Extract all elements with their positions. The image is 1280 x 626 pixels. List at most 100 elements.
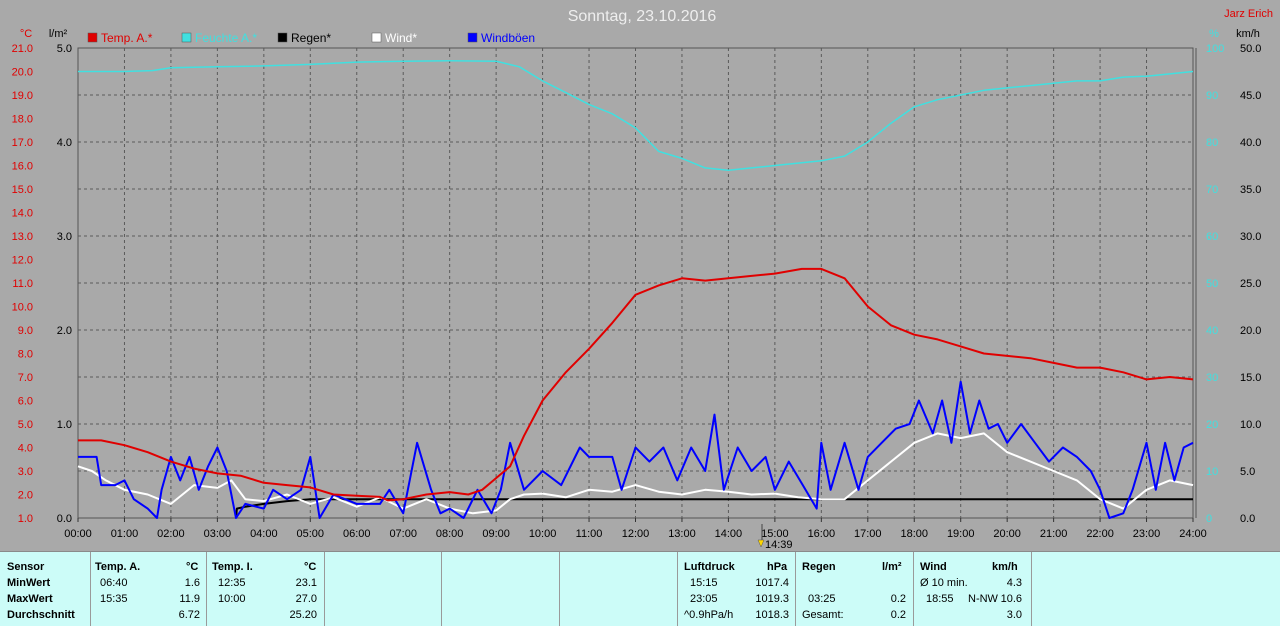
x-tick-label: 00:00 [64,528,92,540]
pressure-tick-label: 100 [1206,43,1224,55]
pressure-unit: hPa [767,561,788,573]
wind-tick-label: 20.0 [1240,325,1261,337]
row-maxwert: MaxWert [7,593,53,605]
pressure-axis-unit: % [1209,28,1219,40]
temp-i-min-time: 12:35 [218,577,246,589]
x-tick-label: 19:00 [947,528,975,540]
rain-total-label: Gesamt: [802,609,844,621]
temp-tick-label: 16.0 [12,161,33,173]
temp-a-avg: 6.72 [178,609,200,621]
temp-tick-label: 6.0 [18,396,33,408]
pressure-trend: ^0.9hPa/h [684,609,734,621]
wind-row3-val: 3.0 [1006,609,1022,621]
pressure-tick-label: 50 [1206,278,1218,290]
temp-a-header: Temp. A. [95,561,141,573]
x-tick-label: 21:00 [1040,528,1068,540]
temp-a-min-val: 1.6 [184,577,200,589]
pressure-min-val: 1017.4 [755,577,789,589]
x-tick-label: 24:00 [1179,528,1207,540]
pressure-min-time: 15:15 [690,577,718,589]
pressure-tick-label: 0 [1206,513,1212,525]
x-tick-label: 20:00 [993,528,1021,540]
legend-label: Windböen [481,31,535,45]
temp-a-min-time: 06:40 [100,577,128,589]
wind-max-val: 10.6 [1000,593,1022,605]
pressure-tick-label: 90 [1206,90,1218,102]
x-tick-label: 09:00 [482,528,510,540]
wind-tick-label: 50.0 [1240,43,1261,55]
temp-tick-label: 20.0 [12,67,33,79]
x-tick-label: 17:00 [854,528,882,540]
temp-tick-label: 17.0 [12,137,33,149]
temp-tick-label: 9.0 [18,325,33,337]
legend-swatch [371,32,382,43]
x-tick-label: 22:00 [1086,528,1114,540]
pressure-tick-label: 80 [1206,137,1218,149]
rain-tick-label: 4.0 [57,137,72,149]
chart-grid [77,47,1194,519]
legend-item: Regen* [277,31,331,45]
pressure-tick-label: 70 [1206,184,1218,196]
wind-tick-label: 40.0 [1240,137,1261,149]
time-cursor: 14:39 [757,524,793,551]
x-tick-label: 06:00 [343,528,371,540]
row-durchschnitt: Durchschnitt [7,609,75,621]
legend-item: Feuchte A.* [181,31,257,45]
x-tick-label: 07:00 [389,528,417,540]
x-tick-label: 14:00 [715,528,743,540]
legend-label: Temp. A.* [101,31,153,45]
x-tick-label: 03:00 [204,528,232,540]
wind-avg-label: Ø 10 min. [920,577,968,589]
chart-title: Sonntag, 23.10.2016 [568,8,717,25]
pressure-tick-label: 40 [1206,325,1218,337]
pressure-max-val: 1019.3 [755,593,789,605]
temp-a-unit: °C [186,561,199,573]
rain-max-time: 03:25 [808,593,836,605]
temp-tick-label: 13.0 [12,231,33,243]
x-tick-label: 12:00 [622,528,650,540]
wind-header: Wind [920,561,947,573]
rain-header: Regen [802,561,836,573]
pressure-max-time: 23:05 [690,593,718,605]
temp-tick-label: 15.0 [12,184,33,196]
temp-tick-label: 7.0 [18,372,33,384]
rain-total: 0.2 [890,609,906,621]
x-tick-label: 01:00 [111,528,139,540]
x-tick-label: 05:00 [297,528,325,540]
wind-tick-label: 30.0 [1240,231,1261,243]
chart-series [77,59,1194,519]
temp-tick-label: 11.0 [12,278,33,290]
wind-tick-label: 5.0 [1240,466,1255,478]
temp-tick-label: 5.0 [18,419,33,431]
temp-tick-label: 10.0 [12,302,33,314]
wind-avg-val: 4.3 [1006,577,1022,589]
row-minwert: MinWert [7,577,51,589]
series-line-temp-a [78,267,1194,502]
x-tick-label: 02:00 [157,528,185,540]
legend-swatch [181,32,192,43]
wind-tick-label: 45.0 [1240,90,1261,102]
x-tick-label: 15:00 [761,528,789,540]
legend-item: Windböen [467,31,535,45]
series-line-feuchte-a [78,59,1194,171]
legend-swatch [87,32,98,43]
wind-max-dir: N-NW [968,593,998,605]
temp-i-max-time: 10:00 [218,593,246,605]
temp-i-header: Temp. I. [212,561,253,573]
temp-axis-unit: °C [20,28,32,40]
legend-item: Wind* [371,31,417,45]
x-tick-label: 13:00 [668,528,696,540]
series-line-regen [235,498,1193,519]
temp-a-max-val: 11.9 [179,593,200,605]
legend-item: Temp. A.* [87,31,153,45]
temp-tick-label: 1.0 [18,513,33,525]
series-line-wind [77,432,1194,515]
rain-tick-label: 5.0 [57,43,72,55]
cursor-time-label: 14:39 [765,539,793,551]
pressure-tick-label: 60 [1206,231,1218,243]
temp-i-min-val: 23.1 [295,577,317,589]
rain-tick-label: 1.0 [57,419,72,431]
author-label: Jarz Erich [1224,8,1273,20]
series-line-windb-en [78,380,1194,519]
chart-legend: Temp. A.* Feuchte A.* Regen* Wind* Windböen [87,31,535,45]
